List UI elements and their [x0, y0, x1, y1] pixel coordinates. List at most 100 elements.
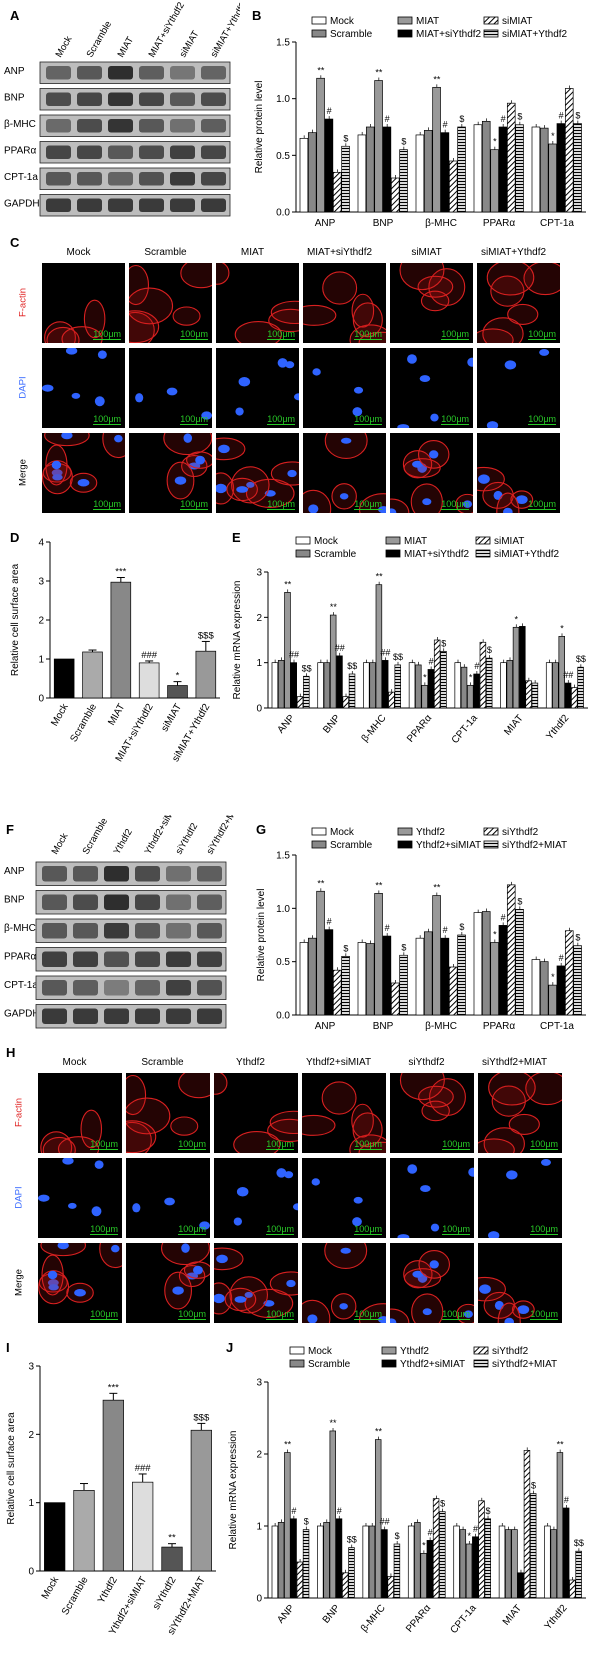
- blot-band: [108, 145, 133, 159]
- micrograph-cell: 100μm: [216, 433, 299, 513]
- nucleus: [181, 1243, 190, 1253]
- y-tick-label: 3: [38, 577, 44, 588]
- nucleus: [276, 1168, 287, 1178]
- significance-mark: #: [501, 114, 506, 124]
- significance-mark: #: [564, 1495, 569, 1505]
- blot-band: [77, 198, 102, 212]
- blot-band: [135, 894, 160, 910]
- nucleus: [422, 498, 432, 506]
- nucleus: [238, 376, 251, 387]
- scale-bar: 100μm: [354, 1309, 382, 1320]
- scale-bar: 100μm: [442, 1309, 470, 1320]
- bar: [564, 682, 572, 709]
- significance-mark: $$: [574, 1538, 584, 1548]
- bar: [498, 925, 508, 1016]
- bar: [556, 965, 566, 1016]
- micrograph-image: [477, 466, 534, 513]
- bar: [577, 666, 584, 709]
- nucleus: [216, 483, 227, 494]
- blot-band: [139, 66, 164, 80]
- y-tick-label: 1: [256, 658, 262, 669]
- y-tick-label: 2: [38, 616, 44, 627]
- bar: [324, 929, 334, 1016]
- legend-swatch: [397, 16, 413, 25]
- cell-outline: [507, 303, 539, 325]
- nucleus: [539, 348, 550, 356]
- bar: [531, 682, 539, 709]
- cell-outline: [216, 437, 246, 461]
- cell-outline: [417, 275, 454, 298]
- scale-bar: 100μm: [90, 1139, 118, 1150]
- blot-band: [135, 923, 160, 939]
- micrograph-image: [390, 1250, 474, 1323]
- significance-mark: #: [385, 114, 390, 124]
- scale-bar: 100μm: [528, 499, 556, 510]
- blot-lane-label: Mock: [50, 831, 71, 856]
- micrograph-cell: 100μm: [302, 1158, 386, 1238]
- significance-mark: #: [337, 1506, 342, 1516]
- chart-j-svg: 0 1 2 3 Relative mRNA expression Mock Scramble…: [228, 1346, 586, 1636]
- x-tick-label: BNP: [321, 713, 343, 736]
- blot-band: [201, 172, 226, 186]
- blot-band: [108, 198, 133, 212]
- significance-mark: ###: [135, 1463, 152, 1474]
- micrograph-image: [399, 1073, 466, 1122]
- significance-mark: #: [474, 661, 479, 671]
- micrograph-image: [216, 263, 299, 343]
- bar: [523, 1450, 531, 1599]
- bar: [381, 660, 389, 709]
- micrograph-cell: 100μm: [477, 433, 560, 513]
- nucleus: [287, 469, 297, 478]
- significance-mark: $$$: [193, 1412, 210, 1423]
- y-axis-label: Relative cell surface area: [10, 563, 21, 676]
- bar: [195, 650, 217, 699]
- x-tick-label: Ythdf2: [544, 713, 571, 743]
- x-tick-label: ANP: [315, 1021, 336, 1032]
- blot-band: [73, 1008, 98, 1024]
- y-tick-label: 4: [38, 538, 44, 549]
- x-tick-label: Scramble: [60, 1575, 91, 1617]
- cell-outline: [399, 263, 445, 291]
- blot-band: [135, 866, 160, 882]
- blot-lane-label: siMIAT: [178, 29, 202, 60]
- legend-swatch: [311, 16, 327, 25]
- cell-outline: [234, 321, 282, 343]
- y-tick-label: 3: [256, 568, 262, 579]
- blot-band: [197, 894, 222, 910]
- cell-outline: [358, 1141, 386, 1153]
- nucleus: [57, 1243, 69, 1250]
- nucleus: [47, 1270, 58, 1280]
- bar: [335, 1518, 343, 1599]
- bar: [317, 662, 324, 709]
- bar: [440, 937, 450, 1016]
- nucleus: [504, 1317, 515, 1323]
- nucleus: [284, 1171, 294, 1179]
- bar: [552, 662, 559, 709]
- nucleus: [339, 493, 349, 500]
- blot-band: [46, 66, 71, 80]
- cell-outline: [477, 466, 505, 492]
- significance-mark: ###: [141, 650, 158, 661]
- bar: [573, 123, 582, 213]
- blot-band: [42, 951, 67, 967]
- micrograph-cell: 100μm: [477, 263, 560, 343]
- micrograph-image: [302, 1081, 386, 1153]
- nucleus: [353, 386, 364, 394]
- significance-mark: **: [330, 1418, 338, 1428]
- cell-outline: [129, 310, 160, 343]
- western-blot-a: Mock Scramble MIAT MIAT+siYthdf2 siMIAT siMIA…: [0, 0, 249, 230]
- y-tick-label: 0: [256, 704, 262, 715]
- micrograph-column-title: MIAT: [240, 247, 265, 258]
- bar: [473, 673, 480, 709]
- bar: [562, 1507, 570, 1599]
- y-axis-label: Relative mRNA expression: [232, 581, 243, 700]
- panel-letter-e: E: [232, 530, 241, 545]
- significance-mark: #: [473, 1524, 478, 1534]
- bar: [277, 1522, 285, 1599]
- blot-band: [46, 119, 71, 133]
- scale-bar: 100μm: [354, 329, 382, 340]
- panel-letter-a: A: [10, 8, 20, 23]
- x-tick-label: Scramble: [68, 702, 99, 744]
- x-tick-label: Ythdf2: [543, 1603, 570, 1633]
- blot-band: [42, 980, 67, 996]
